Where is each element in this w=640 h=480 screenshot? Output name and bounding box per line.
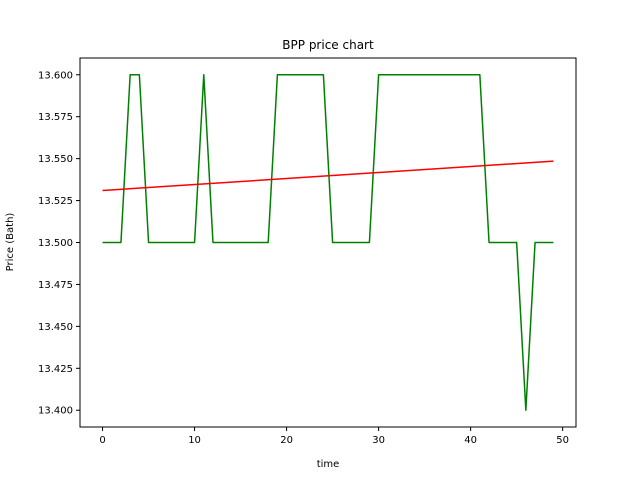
x-tick-label: 40 xyxy=(464,435,477,446)
y-tick-label: 13.475 xyxy=(38,280,73,291)
x-axis: 0 10 20 30 40 50 xyxy=(99,427,569,446)
series-line-1 xyxy=(102,160,554,192)
y-tick-label: 13.525 xyxy=(38,196,73,207)
y-tick-label: 13.400 xyxy=(38,406,73,417)
x-tick-label: 30 xyxy=(372,435,385,446)
series-layer xyxy=(102,74,554,411)
y-tick-label: 13.450 xyxy=(38,322,73,333)
y-tick-label: 13.500 xyxy=(38,238,73,249)
y-axis-label: Price (Bath) xyxy=(5,213,16,272)
x-tick-label: 0 xyxy=(99,435,105,446)
x-tick-label: 20 xyxy=(280,435,293,446)
y-tick-label: 13.600 xyxy=(38,70,73,81)
y-tick-label: 13.575 xyxy=(38,112,73,123)
y-tick-label: 13.425 xyxy=(38,364,73,375)
y-tick-label: 13.550 xyxy=(38,154,73,165)
x-tick-label: 50 xyxy=(556,435,569,446)
series-line-0 xyxy=(102,74,554,411)
chart-title: BPP price chart xyxy=(282,38,374,52)
y-axis: 13.400 13.425 13.450 13.475 13.500 13.525 13.5… xyxy=(38,70,80,417)
x-axis-label: time xyxy=(317,459,340,470)
x-tick-label: 10 xyxy=(188,435,201,446)
